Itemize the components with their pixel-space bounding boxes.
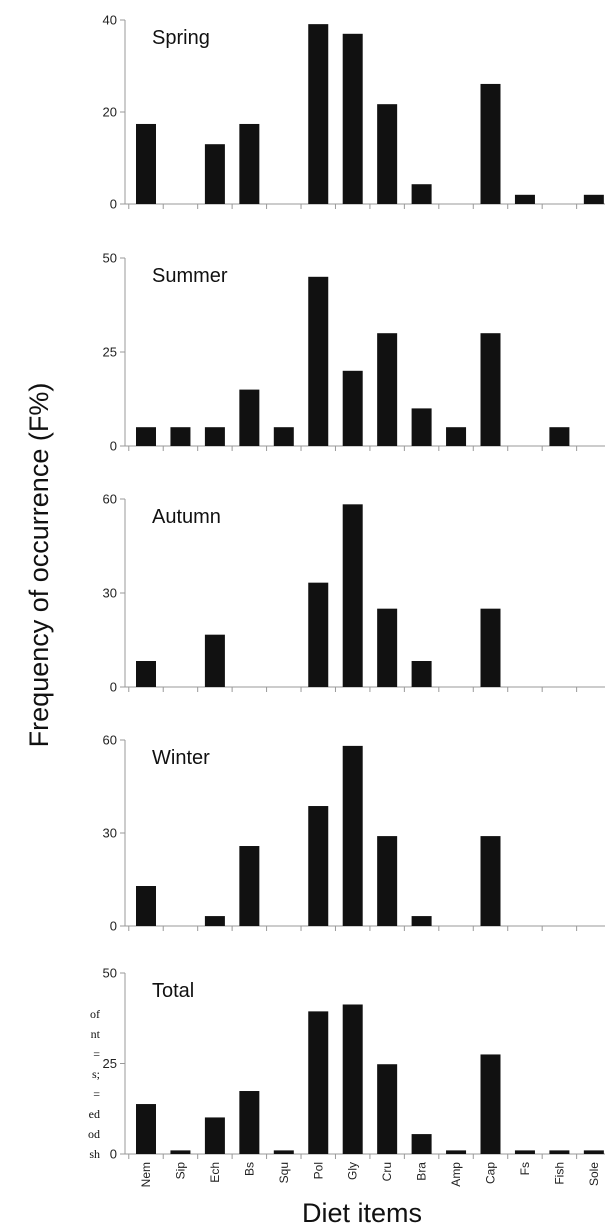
category-label: Nem: [139, 1162, 153, 1187]
category-label: Amp: [449, 1162, 463, 1187]
y-tick-label: 25: [103, 345, 117, 360]
category-label: Bs: [242, 1162, 256, 1176]
bar-cap: [480, 83, 501, 204]
panel-title: Summer: [152, 265, 228, 287]
category-label: Fish: [552, 1162, 566, 1185]
category-label: Cru: [380, 1162, 394, 1181]
y-tick-label: 30: [103, 586, 117, 601]
bar-fs: [514, 1150, 535, 1154]
caption-fragment: of: [90, 1008, 100, 1020]
bar-pol: [308, 582, 329, 687]
y-tick-label: 50: [103, 251, 117, 266]
caption-fragment: ed: [88, 1108, 100, 1120]
caption-fragment: =: [93, 1048, 100, 1060]
bar-sip: [170, 427, 191, 446]
y-tick-label: 0: [110, 197, 117, 212]
bar-cru: [377, 608, 398, 687]
bar-ech: [204, 144, 225, 204]
caption-fragment: sh: [89, 1148, 100, 1160]
bar-bs: [239, 123, 260, 204]
bar-ech: [204, 1117, 225, 1154]
bar-bra: [411, 660, 432, 687]
bar-nem: [136, 427, 156, 446]
bar-fs: [514, 194, 535, 204]
category-label: Gly: [346, 1162, 360, 1180]
panel-title: Spring: [152, 27, 210, 49]
bar-sole: [583, 1150, 604, 1154]
category-label: Pol: [311, 1162, 325, 1179]
category-label: Squ: [277, 1162, 291, 1183]
x-axis-title: Diet items: [302, 1198, 422, 1228]
panel-title: Autumn: [152, 506, 221, 528]
bar-pol: [308, 806, 329, 926]
bar-bs: [239, 389, 260, 446]
bar-bra: [411, 1134, 432, 1154]
y-axis-title: Frequency of occurrence (F%): [24, 383, 54, 748]
panel-title: Total: [152, 980, 194, 1002]
bar-cap: [480, 1054, 501, 1154]
bar-fish: [549, 1150, 570, 1154]
bar-nem: [136, 123, 156, 204]
y-tick-label: 0: [110, 680, 117, 695]
bar-gly: [342, 1004, 363, 1154]
bar-nem: [136, 660, 156, 687]
bar-amp: [446, 1150, 467, 1154]
bar-cap: [480, 836, 501, 926]
bar-gly: [342, 33, 363, 204]
y-tick-label: 60: [103, 733, 117, 748]
bar-ech: [204, 916, 225, 926]
bar-squ: [273, 427, 294, 446]
bar-nem: [136, 886, 156, 926]
bar-squ: [273, 1150, 294, 1154]
y-tick-label: 0: [110, 919, 117, 934]
caption-fragment: nt: [90, 1028, 100, 1040]
bar-gly: [342, 370, 363, 446]
y-tick-label: 20: [103, 105, 117, 120]
caption-fragment: s;: [91, 1068, 100, 1080]
bar-bra: [411, 184, 432, 204]
y-tick-label: 50: [103, 966, 117, 981]
bar-amp: [446, 427, 467, 446]
y-tick-label: 40: [103, 13, 117, 28]
bar-cru: [377, 836, 398, 926]
bar-bs: [239, 1091, 260, 1154]
category-label: Ech: [208, 1162, 222, 1183]
bar-nem: [136, 1104, 156, 1154]
bar-ech: [204, 427, 225, 446]
y-tick-label: 30: [103, 826, 117, 841]
y-tick-label: 0: [110, 439, 117, 454]
category-label: Bra: [415, 1162, 429, 1181]
category-label: Sole: [587, 1162, 601, 1186]
bar-cap: [480, 333, 501, 446]
bar-pol: [308, 276, 329, 446]
y-tick-label: 0: [110, 1147, 117, 1162]
bar-fish: [549, 427, 570, 446]
bar-cru: [377, 104, 398, 204]
category-label: Cap: [484, 1162, 498, 1184]
caption-fragment: od: [88, 1128, 100, 1140]
bar-cru: [377, 1064, 398, 1154]
caption-fragment: =: [93, 1088, 100, 1100]
bar-gly: [342, 504, 363, 687]
bar-sole: [583, 194, 604, 204]
bar-pol: [308, 24, 329, 204]
bar-cru: [377, 333, 398, 446]
panel-title: Winter: [152, 747, 210, 769]
bar-pol: [308, 1011, 329, 1154]
bar-bs: [239, 846, 260, 926]
bar-bra: [411, 916, 432, 926]
bar-cap: [480, 608, 501, 687]
y-tick-label: 60: [103, 492, 117, 507]
category-label: Fs: [518, 1162, 532, 1175]
bar-sip: [170, 1150, 191, 1154]
y-tick-label: 25: [103, 1056, 117, 1071]
bar-ech: [204, 634, 225, 687]
bar-bra: [411, 408, 432, 446]
category-label: Sip: [173, 1162, 187, 1180]
bar-gly: [342, 745, 363, 926]
